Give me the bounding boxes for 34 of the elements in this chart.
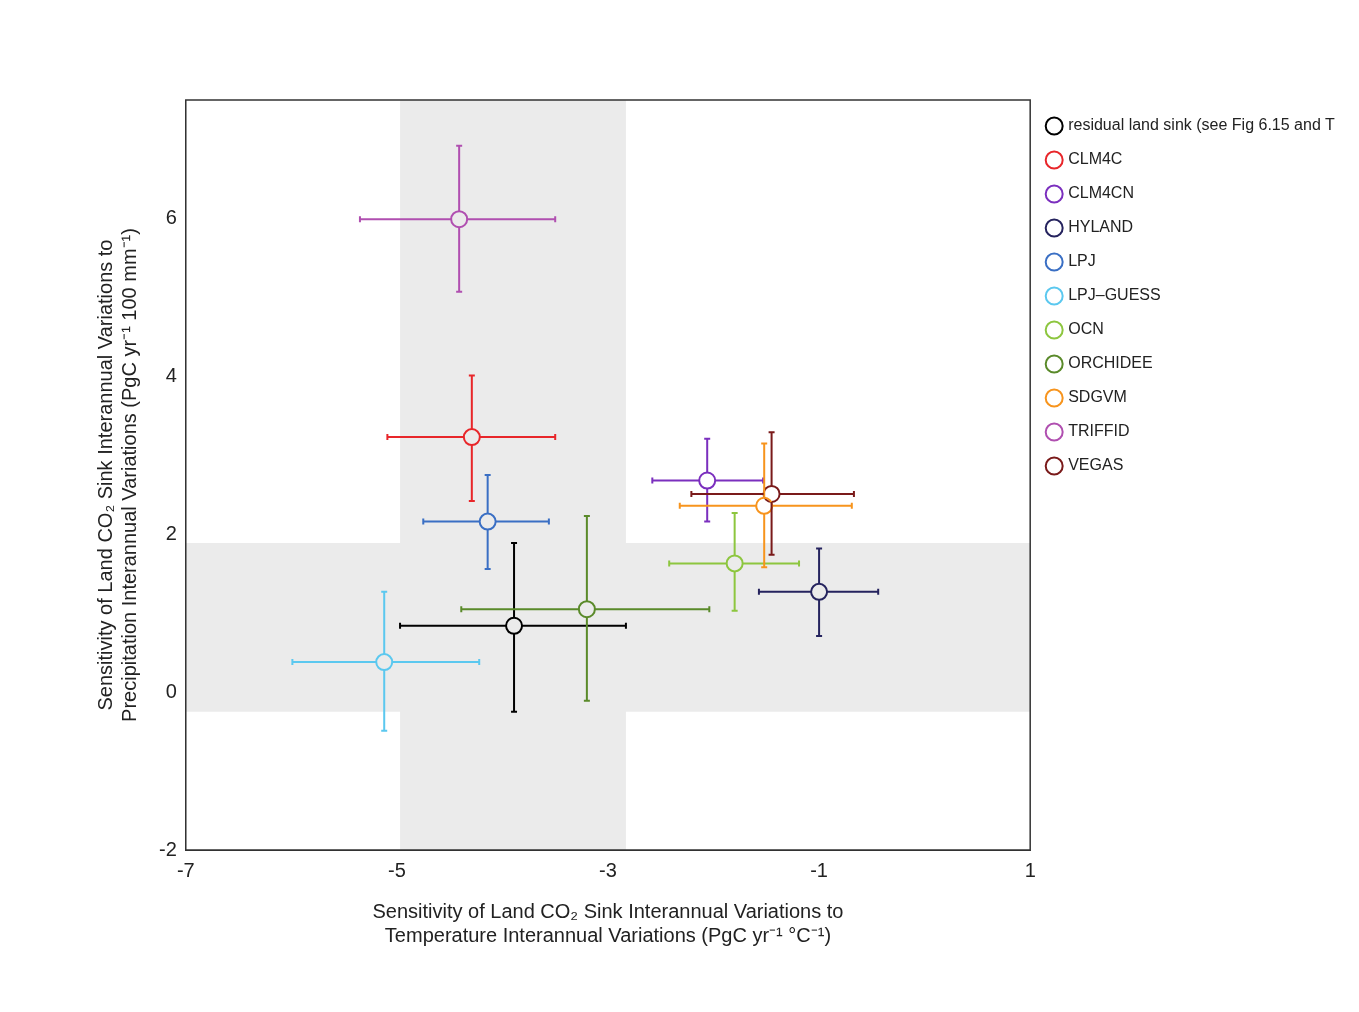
point <box>462 428 481 447</box>
legend-label: CLM4C <box>1068 150 1123 168</box>
legend-label: LPJ <box>1068 252 1096 270</box>
y-tick-label: 0 <box>165 679 177 702</box>
point <box>450 210 469 229</box>
legend-label: LPJ–GUESS <box>1068 286 1161 304</box>
point <box>698 471 717 490</box>
point <box>762 484 781 503</box>
legend-label: HYLAND <box>1068 218 1134 236</box>
legend-label: TRIFFID <box>1068 422 1130 440</box>
legend-label: CLM4CN <box>1068 184 1134 202</box>
x-axis-title: Sensitivity of Land CO₂ Sink Interannual Variations to Temperature Interannual Variations (PgC yr⁻¹ °C⁻¹) <box>372 899 844 946</box>
point <box>505 616 524 635</box>
x-tick-label: -7 <box>176 858 195 881</box>
point <box>725 554 744 573</box>
point <box>577 600 596 619</box>
x-tick-label: -3 <box>599 858 617 881</box>
x-tick-label: 1 <box>1024 858 1036 881</box>
y-tick-label: 2 <box>165 521 177 544</box>
legend-label: residual land sink (see Fig 6.15 and T <box>1068 116 1335 134</box>
legend-label: SDGVM <box>1068 388 1127 406</box>
y-tick-label: -2 <box>158 837 177 860</box>
point <box>755 496 774 515</box>
x-tick-label: -5 <box>387 858 406 881</box>
point <box>810 582 829 601</box>
x-tick-label: -1 <box>810 858 828 881</box>
point <box>375 653 394 672</box>
point <box>478 512 497 531</box>
y-tick-label: 6 <box>165 205 177 228</box>
legend-label: VEGAS <box>1068 456 1124 474</box>
legend-label: ORCHIDEE <box>1068 354 1153 372</box>
y-axis-title: Sensitivity of Land CO₂ Sink Interannual Variations to Precipitation Interannual Variations (PgC yr⁻¹ 100 mm⁻¹) <box>93 228 140 722</box>
y-tick-label: 4 <box>165 363 177 386</box>
legend-label: OCN <box>1068 320 1104 338</box>
